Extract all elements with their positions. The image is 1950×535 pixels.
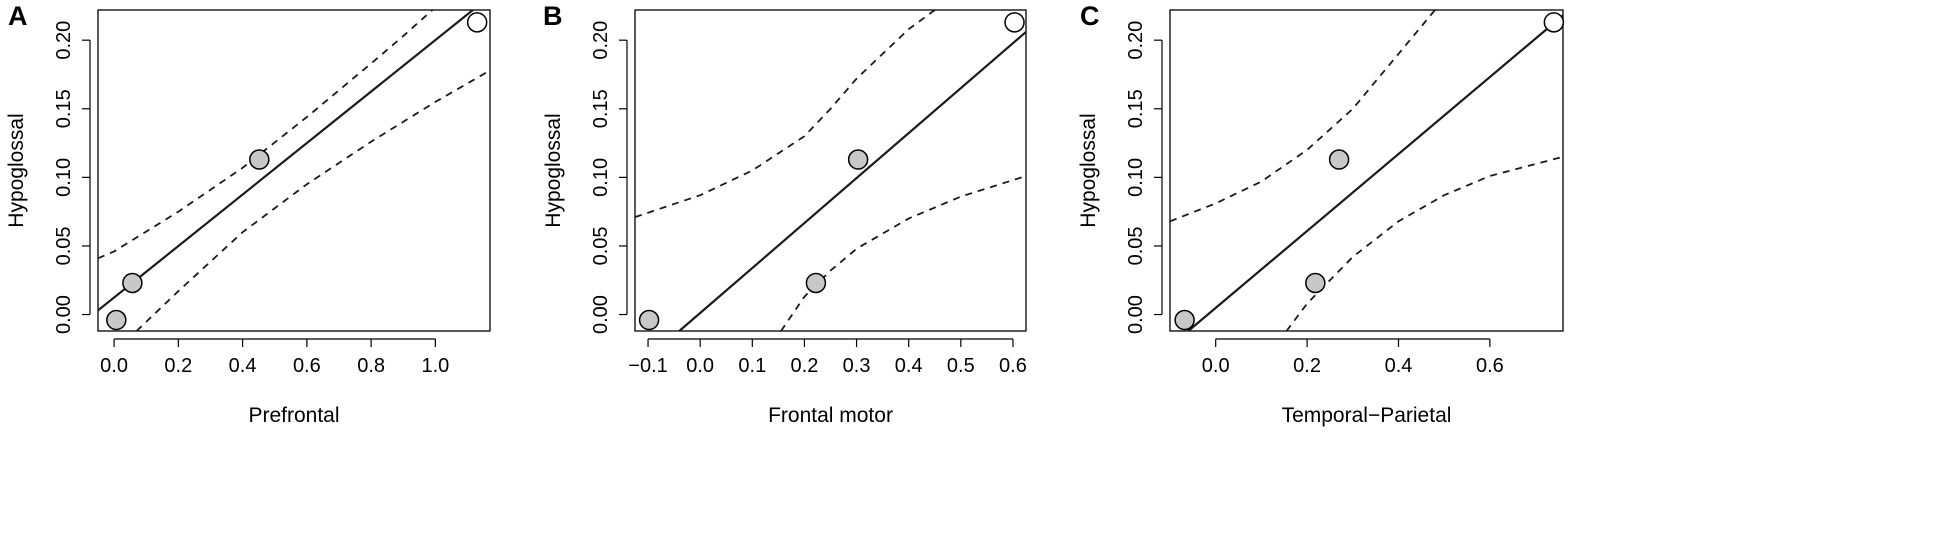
- panel-b: −0.1 0.0 0.1 0.2 0.3 0.4 0.5 0.6 0.00 0.05 0.10 0.1…: [542, 1, 1027, 427]
- panel-label: A: [8, 1, 28, 31]
- x-tick-label: 0.4: [895, 355, 923, 377]
- ci-lower-line: [1285, 155, 1563, 331]
- y-tick-label: 0.15: [1125, 89, 1147, 128]
- ci-lower-line: [780, 175, 1026, 331]
- ci-upper-line: [1170, 10, 1436, 223]
- x-tick-label: 1.0: [421, 355, 449, 377]
- y-tick-label: 0.00: [1125, 295, 1147, 334]
- x-tick-label: 0.4: [229, 355, 257, 377]
- data-point: [1328, 149, 1350, 170]
- outlier-point: [1543, 12, 1565, 33]
- panel-label: B: [543, 1, 563, 31]
- y-tick-label: 0.00: [590, 295, 612, 334]
- x-tick-label: 0.0: [686, 355, 714, 377]
- data-point: [638, 309, 660, 331]
- x-axis-title: Prefrontal: [248, 404, 339, 427]
- x-tick-label: 0.2: [1293, 355, 1321, 377]
- plot-frame: [1169, 9, 1564, 332]
- x-tick-label: 0.8: [357, 355, 385, 377]
- fit-line: [1187, 14, 1563, 331]
- x-tick-label: 0.5: [947, 355, 975, 377]
- y-axis-title: Hypoglossal: [542, 113, 565, 227]
- ci-lower-line: [135, 69, 490, 331]
- plot-area: [635, 10, 1026, 331]
- plot-area: [98, 10, 490, 331]
- y-tick-label: 0.00: [53, 295, 75, 334]
- y-tick-label: 0.20: [590, 21, 612, 60]
- x-tick-label: 0.0: [1202, 355, 1230, 377]
- y-tick-label: 0.05: [590, 226, 612, 265]
- x-tick-label: 0.6: [1476, 355, 1504, 377]
- data-point: [1174, 309, 1195, 331]
- x-tick-label: −0.1: [628, 355, 667, 377]
- ci-upper-line: [98, 10, 434, 260]
- data-point: [805, 272, 827, 294]
- fit-line: [678, 31, 1026, 331]
- x-tick-label: 0.6: [999, 355, 1027, 377]
- x-tick-label: 0.1: [738, 355, 766, 377]
- data-point: [1305, 272, 1326, 294]
- y-tick-label: 0.05: [1125, 226, 1147, 265]
- y-tick-label: 0.20: [53, 21, 75, 60]
- y-tick-label: 0.20: [1125, 21, 1147, 60]
- x-axis-title: Temporal−Parietal: [1282, 404, 1452, 427]
- data-point: [122, 272, 143, 294]
- y-tick-label: 0.15: [53, 89, 75, 128]
- y-tick-label: 0.15: [590, 89, 612, 128]
- outlier-point: [466, 12, 488, 33]
- plot-area: [1170, 10, 1563, 331]
- panel-c: 0.0 0.2 0.4 0.6 0.00 0.05 0.10 0.15 0.20 Temporal…: [1077, 1, 1565, 427]
- ci-upper-line: [635, 10, 936, 218]
- x-axis-title: Frontal motor: [768, 404, 893, 427]
- panel-a: 0.0 0.2 0.4 0.6 0.8 1.0 0.00 0.05 0.10 0.15 0.20 Pr…: [5, 1, 491, 427]
- panel-label: C: [1080, 1, 1100, 31]
- x-tick-label: 0.2: [791, 355, 819, 377]
- plot-frame: [634, 9, 1027, 332]
- y-tick-label: 0.10: [1125, 158, 1147, 197]
- x-tick-label: 0.0: [100, 355, 128, 377]
- x-tick-label: 0.2: [164, 355, 192, 377]
- plot-frame: [97, 9, 491, 332]
- data-point: [106, 309, 127, 331]
- y-tick-label: 0.05: [53, 226, 75, 265]
- y-axis-title: Hypoglossal: [5, 113, 28, 227]
- data-point: [847, 149, 869, 170]
- x-tick-label: 0.3: [843, 355, 871, 377]
- y-tick-label: 0.10: [590, 158, 612, 197]
- fit-line: [98, 10, 475, 312]
- outlier-point: [1004, 12, 1025, 33]
- x-tick-label: 0.6: [293, 355, 321, 377]
- y-tick-label: 0.10: [53, 158, 75, 197]
- y-axis-title: Hypoglossal: [1077, 113, 1100, 227]
- x-tick-label: 0.4: [1385, 355, 1413, 377]
- data-point: [249, 149, 270, 170]
